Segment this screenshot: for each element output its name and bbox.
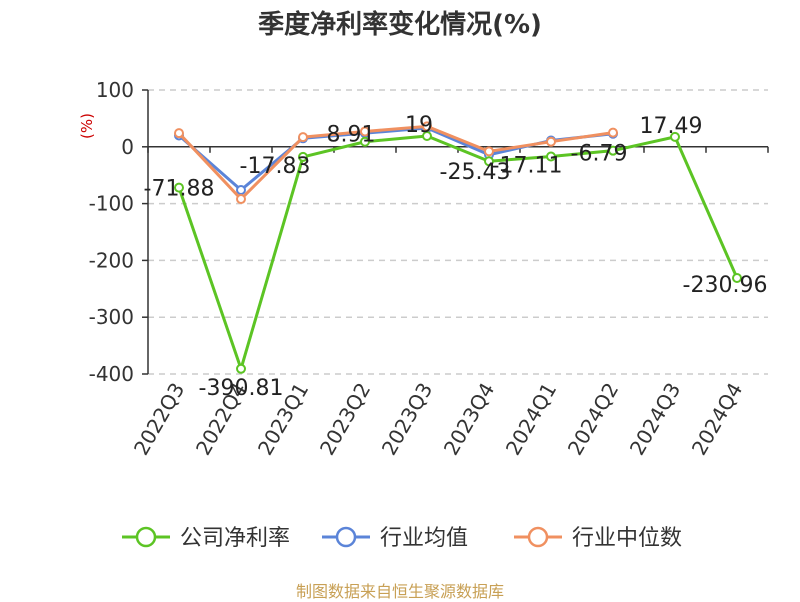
data-point — [608, 127, 618, 138]
y-axis-unit-label: (%) — [78, 113, 96, 139]
data-point — [174, 128, 184, 139]
x-tick-label: 2024Q2 — [563, 379, 623, 460]
data-label: -25.43 — [440, 160, 511, 185]
x-tick-label: 2022Q3 — [129, 379, 189, 460]
legend: 公司净利率 行业均值 行业中位数 — [122, 526, 682, 551]
x-tick-label: 2023Q4 — [439, 379, 499, 460]
legend-label: 行业均值 — [380, 526, 468, 551]
source-note: 制图数据来自恒生聚源数据库 — [295, 582, 504, 601]
data-point — [732, 272, 742, 283]
grid-lines — [148, 89, 768, 375]
data-label: -71.88 — [144, 177, 215, 202]
y-tick-label: -300 — [89, 305, 134, 329]
series-group — [174, 121, 742, 374]
y-tick-labels: 100 0 -100 -200 -300 -400 — [89, 78, 134, 386]
data-label: -17.83 — [240, 154, 311, 179]
legend-label: 行业中位数 — [572, 526, 682, 551]
data-point — [422, 131, 432, 142]
x-tick-label: 2024Q1 — [501, 379, 561, 460]
y-tick-label: 0 — [121, 135, 134, 159]
chart-title: 季度净利率变化情况(%) — [258, 10, 542, 40]
data-labels: -71.88 -390.81 -17.83 8.91 19 -25.43-17.11 -6.… — [144, 113, 768, 401]
data-point — [484, 156, 494, 167]
data-point — [608, 145, 618, 156]
x-tick-label: 2023Q3 — [377, 379, 437, 460]
data-point — [546, 151, 556, 162]
data-point — [422, 121, 432, 132]
data-point — [484, 146, 494, 157]
data-point — [546, 136, 556, 147]
y-tick-label: -400 — [89, 362, 134, 386]
x-tick-label: 2023Q2 — [315, 379, 375, 460]
data-point — [174, 182, 184, 193]
data-label: 8.91 — [327, 123, 376, 148]
data-point — [298, 151, 308, 162]
x-tick-label: 2024Q4 — [687, 379, 747, 460]
data-label: -17.11 — [492, 154, 563, 179]
data-point — [236, 184, 246, 195]
x-tick-label: 2024Q3 — [625, 379, 685, 460]
data-point — [236, 363, 246, 374]
data-label: 17.49 — [640, 114, 703, 139]
data-point — [298, 132, 308, 143]
legend-marker — [135, 526, 157, 548]
data-label: -6.79 — [571, 142, 628, 167]
y-tick-label: -200 — [89, 248, 134, 272]
legend-label: 公司净利率 — [180, 526, 290, 551]
legend-marker — [335, 526, 357, 548]
y-tick-label: 100 — [96, 78, 134, 102]
axes — [142, 89, 769, 375]
series-line — [177, 134, 739, 371]
data-point — [236, 194, 246, 205]
legend-marker — [527, 526, 549, 548]
data-label: -390.81 — [199, 376, 284, 401]
data-point — [360, 126, 370, 137]
data-point — [670, 131, 680, 142]
data-point — [360, 136, 370, 147]
series-line — [177, 124, 614, 201]
y-tick-label: -100 — [89, 192, 134, 216]
data-label: 19 — [405, 113, 433, 138]
data-label: -230.96 — [683, 273, 768, 298]
